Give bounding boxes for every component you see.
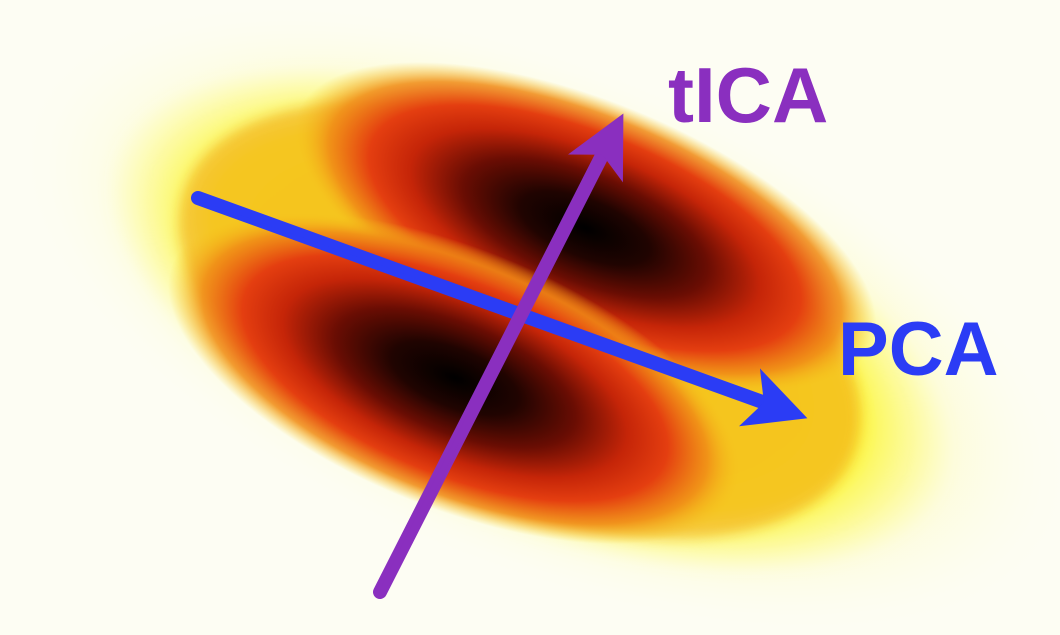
- tica-label: tICA: [668, 51, 829, 139]
- pca-arrow: [191, 191, 808, 427]
- pca-label: PCA: [838, 307, 999, 392]
- upper-lobe: [293, 61, 877, 395]
- tica-arrow-tail-sketch: [382, 412, 473, 588]
- lower-lobe: [168, 211, 742, 545]
- pca-arrow-tail-sketch: [202, 202, 423, 285]
